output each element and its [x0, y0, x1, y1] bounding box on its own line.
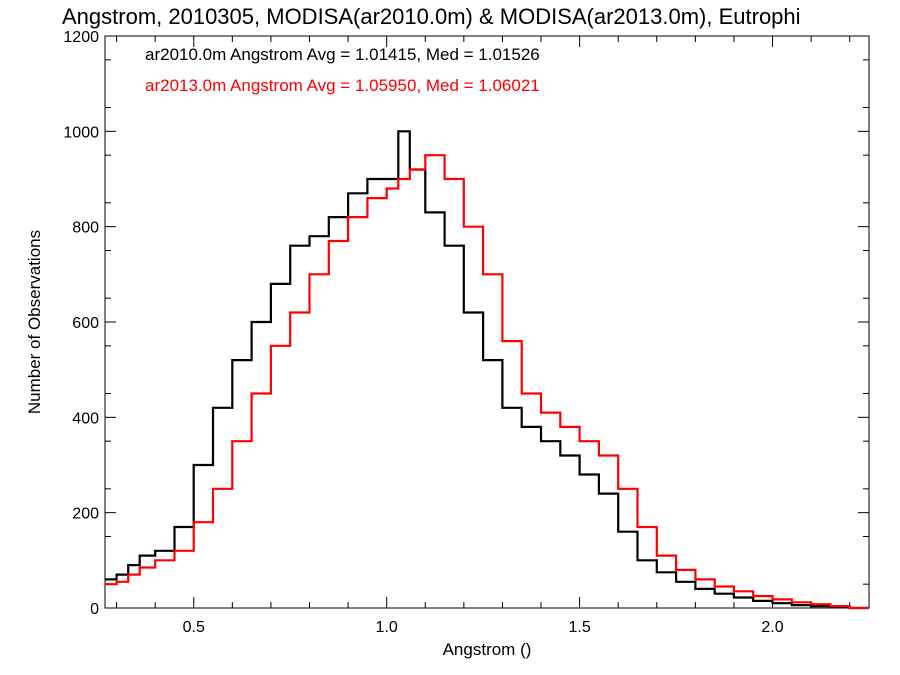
- y-tick-label: 800: [72, 220, 99, 237]
- x-tick-label: 0.5: [183, 619, 205, 636]
- series-ar2013-step-line: [105, 154, 869, 610]
- x-axis-ticks: 0.5 1.0 1.5 2.0: [116, 36, 851, 636]
- legend-entry-ar2013: ar2013.0m Angstrom Avg = 1.05950, Med = …: [145, 76, 540, 95]
- y-tick-label: 400: [72, 410, 99, 427]
- y-tick-label: 1200: [63, 29, 99, 46]
- y-tick-label: 1000: [63, 124, 99, 141]
- y-tick-label: 600: [72, 315, 99, 332]
- y-axis-ticks: 0 200 400 600 800 1000 1200: [63, 29, 869, 618]
- y-axis-label: Number of Observations: [25, 230, 44, 414]
- x-axis-label: Angstrom (): [443, 640, 532, 659]
- series-ar2010-step-line: [105, 130, 869, 610]
- x-tick-label: 2.0: [761, 619, 783, 636]
- legend-entry-ar2010: ar2010.0m Angstrom Avg = 1.01415, Med = …: [145, 45, 540, 64]
- plot-frame: [104, 35, 870, 609]
- x-tick-label: 1.5: [568, 619, 590, 636]
- series-layer: [105, 130, 869, 610]
- y-tick-label: 200: [72, 506, 99, 523]
- y-tick-label: 0: [90, 601, 99, 618]
- x-tick-label: 1.0: [376, 619, 398, 636]
- chart-title: Angstrom, 2010305, MODISA(ar2010.0m) & M…: [62, 4, 801, 29]
